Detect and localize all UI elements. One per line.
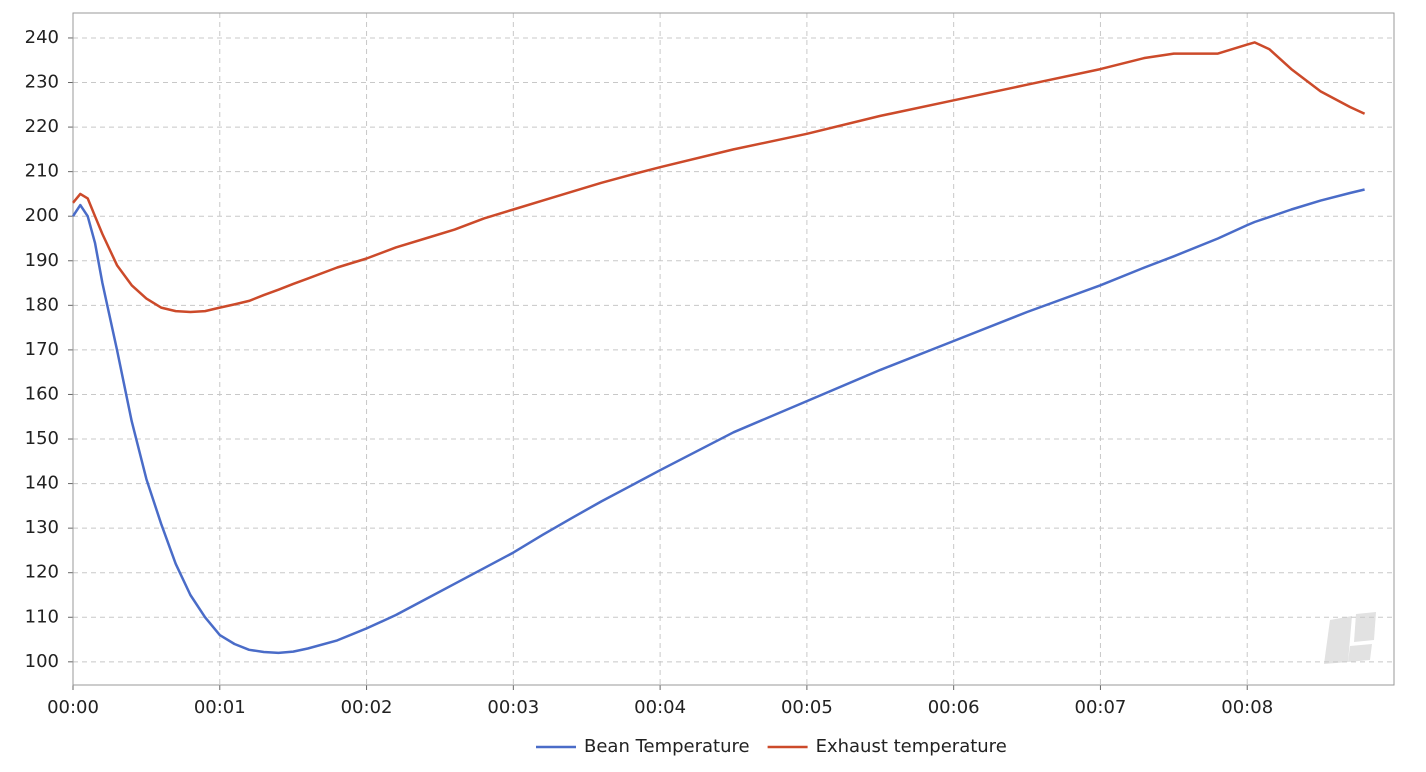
x-tick-label: 00:07: [1075, 697, 1127, 718]
y-tick-label: 230: [25, 72, 59, 93]
legend-label: Exhaust temperature: [816, 736, 1007, 757]
x-tick-label: 00:00: [47, 697, 99, 718]
y-tick-label: 110: [25, 606, 59, 627]
y-tick-label: 220: [25, 116, 59, 137]
y-tick-label: 210: [25, 161, 59, 182]
y-tick-label: 200: [25, 205, 59, 226]
y-tick-label: 130: [25, 517, 59, 538]
y-tick-label: 100: [25, 651, 59, 672]
y-tick-label: 160: [25, 383, 59, 404]
x-tick-label: 00:08: [1221, 697, 1273, 718]
watermark: [1324, 612, 1376, 664]
x-tick-label: 00:05: [781, 697, 833, 718]
x-tick-label: 00:03: [487, 697, 539, 718]
legend-label: Bean Temperature: [584, 736, 750, 757]
y-tick-label: 140: [25, 473, 59, 494]
y-tick-label: 170: [25, 339, 59, 360]
y-tick-label: 240: [25, 27, 59, 48]
y-tick-label: 120: [25, 562, 59, 583]
plot-frame: [72, 12, 1395, 686]
y-tick-label: 180: [25, 294, 59, 315]
y-tick-label: 150: [25, 428, 59, 449]
data-line: [72, 41, 1366, 314]
x-tick-label: 00:01: [194, 697, 246, 718]
y-tick-label: 190: [25, 250, 59, 271]
x-tick-label: 00:04: [634, 697, 686, 718]
x-tick-label: 00:02: [341, 697, 393, 718]
x-tick-label: 00:06: [928, 697, 980, 718]
data-line: [71, 188, 1365, 655]
